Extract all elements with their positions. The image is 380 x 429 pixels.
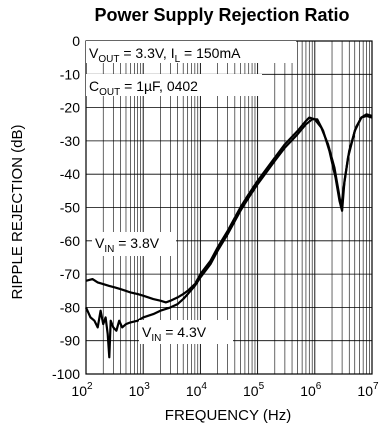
annotation-conditions-line2-post: = 1µF, 0402 — [120, 78, 198, 94]
annotation-vin38-pre: V — [95, 235, 105, 251]
y-tick-label: -70 — [60, 266, 80, 282]
annotation-vin43-pre: V — [142, 324, 152, 340]
series-layer — [84, 113, 373, 359]
annotation-box-vin38 — [92, 232, 176, 256]
y-tick-label: -10 — [60, 66, 80, 82]
x-tick-labels: 102 103 104 105 106 107 — [71, 381, 379, 399]
x-tick-label-base: 10 — [71, 383, 87, 399]
x-tick-label: 103 — [129, 381, 151, 399]
annotation-box-conditions-1 — [86, 41, 296, 63]
annotation-conditions-line1-sub2: L — [175, 54, 181, 65]
annotation-conditions-line1-post: = 150mA — [180, 45, 241, 61]
annotation-vin38-post: = 3.8V — [114, 235, 159, 251]
y-axis-label: RIPPLE REJECTION (dB) — [9, 124, 26, 299]
x-tick-label-exponent: 4 — [201, 381, 207, 392]
annotation-conditions-line2-sub: OUT — [99, 87, 120, 98]
x-tick-label-exponent: 6 — [316, 381, 322, 392]
y-tick-label: -50 — [60, 200, 80, 216]
x-tick-label-base: 10 — [129, 383, 145, 399]
y-tick-label: -90 — [60, 333, 80, 349]
annotation-conditions-line1-pre: V — [89, 45, 99, 61]
annotation-vin43-sub: IN — [151, 333, 161, 344]
annotation-vin43: VIN = 4.3V — [142, 324, 207, 344]
chart-title: Power Supply Rejection Ratio — [94, 5, 349, 25]
annotation-vin43-post: = 4.3V — [161, 324, 206, 340]
series-line-vin43 — [84, 113, 373, 359]
annotation-conditions-line2-pre: C — [89, 78, 99, 94]
annotation-box-conditions-2 — [86, 74, 262, 96]
x-tick-label-base: 10 — [186, 383, 202, 399]
x-tick-label: 106 — [300, 381, 322, 399]
x-tick-label: 102 — [71, 381, 93, 399]
x-axis-label: FREQUENCY (Hz) — [165, 407, 291, 424]
y-tick-label: -60 — [60, 233, 80, 249]
y-tick-label: -80 — [60, 299, 80, 315]
y-tick-label: -20 — [60, 100, 80, 116]
y-tick-label: -30 — [60, 133, 80, 149]
annotation-conditions-line1-sub: OUT — [98, 54, 119, 65]
x-tick-label-exponent: 5 — [259, 381, 265, 392]
x-tick-label-exponent: 3 — [144, 381, 150, 392]
y-tick-label: 0 — [72, 33, 80, 49]
y-tick-labels: 0 -10 -20 -30 -40 -50 -60 -70 -80 -90 -100 — [52, 33, 80, 382]
x-tick-label-exponent: 7 — [373, 381, 379, 392]
y-tick-label: -100 — [52, 366, 80, 382]
x-tick-label: 104 — [186, 381, 208, 399]
x-tick-label-base: 10 — [357, 383, 373, 399]
annotation-vin38: VIN = 3.8V — [95, 235, 160, 255]
x-tick-label-base: 10 — [300, 383, 316, 399]
x-tick-label: 105 — [243, 381, 265, 399]
x-tick-label: 107 — [357, 381, 379, 399]
annotation-conditions-line1-mid: = 3.3V, I — [119, 45, 174, 61]
annotation-conditions-line1: VOUT = 3.3V, IL = 150mA — [89, 45, 241, 65]
annotation-conditions-line2: COUT = 1µF, 0402 — [89, 78, 198, 98]
x-tick-label-exponent: 2 — [87, 381, 93, 392]
grid — [85, 40, 372, 375]
y-tick-label: -40 — [60, 166, 80, 182]
annotation-vin38-sub: IN — [104, 244, 114, 255]
x-tick-label-base: 10 — [243, 383, 259, 399]
annotation-box-vin43 — [139, 320, 233, 344]
